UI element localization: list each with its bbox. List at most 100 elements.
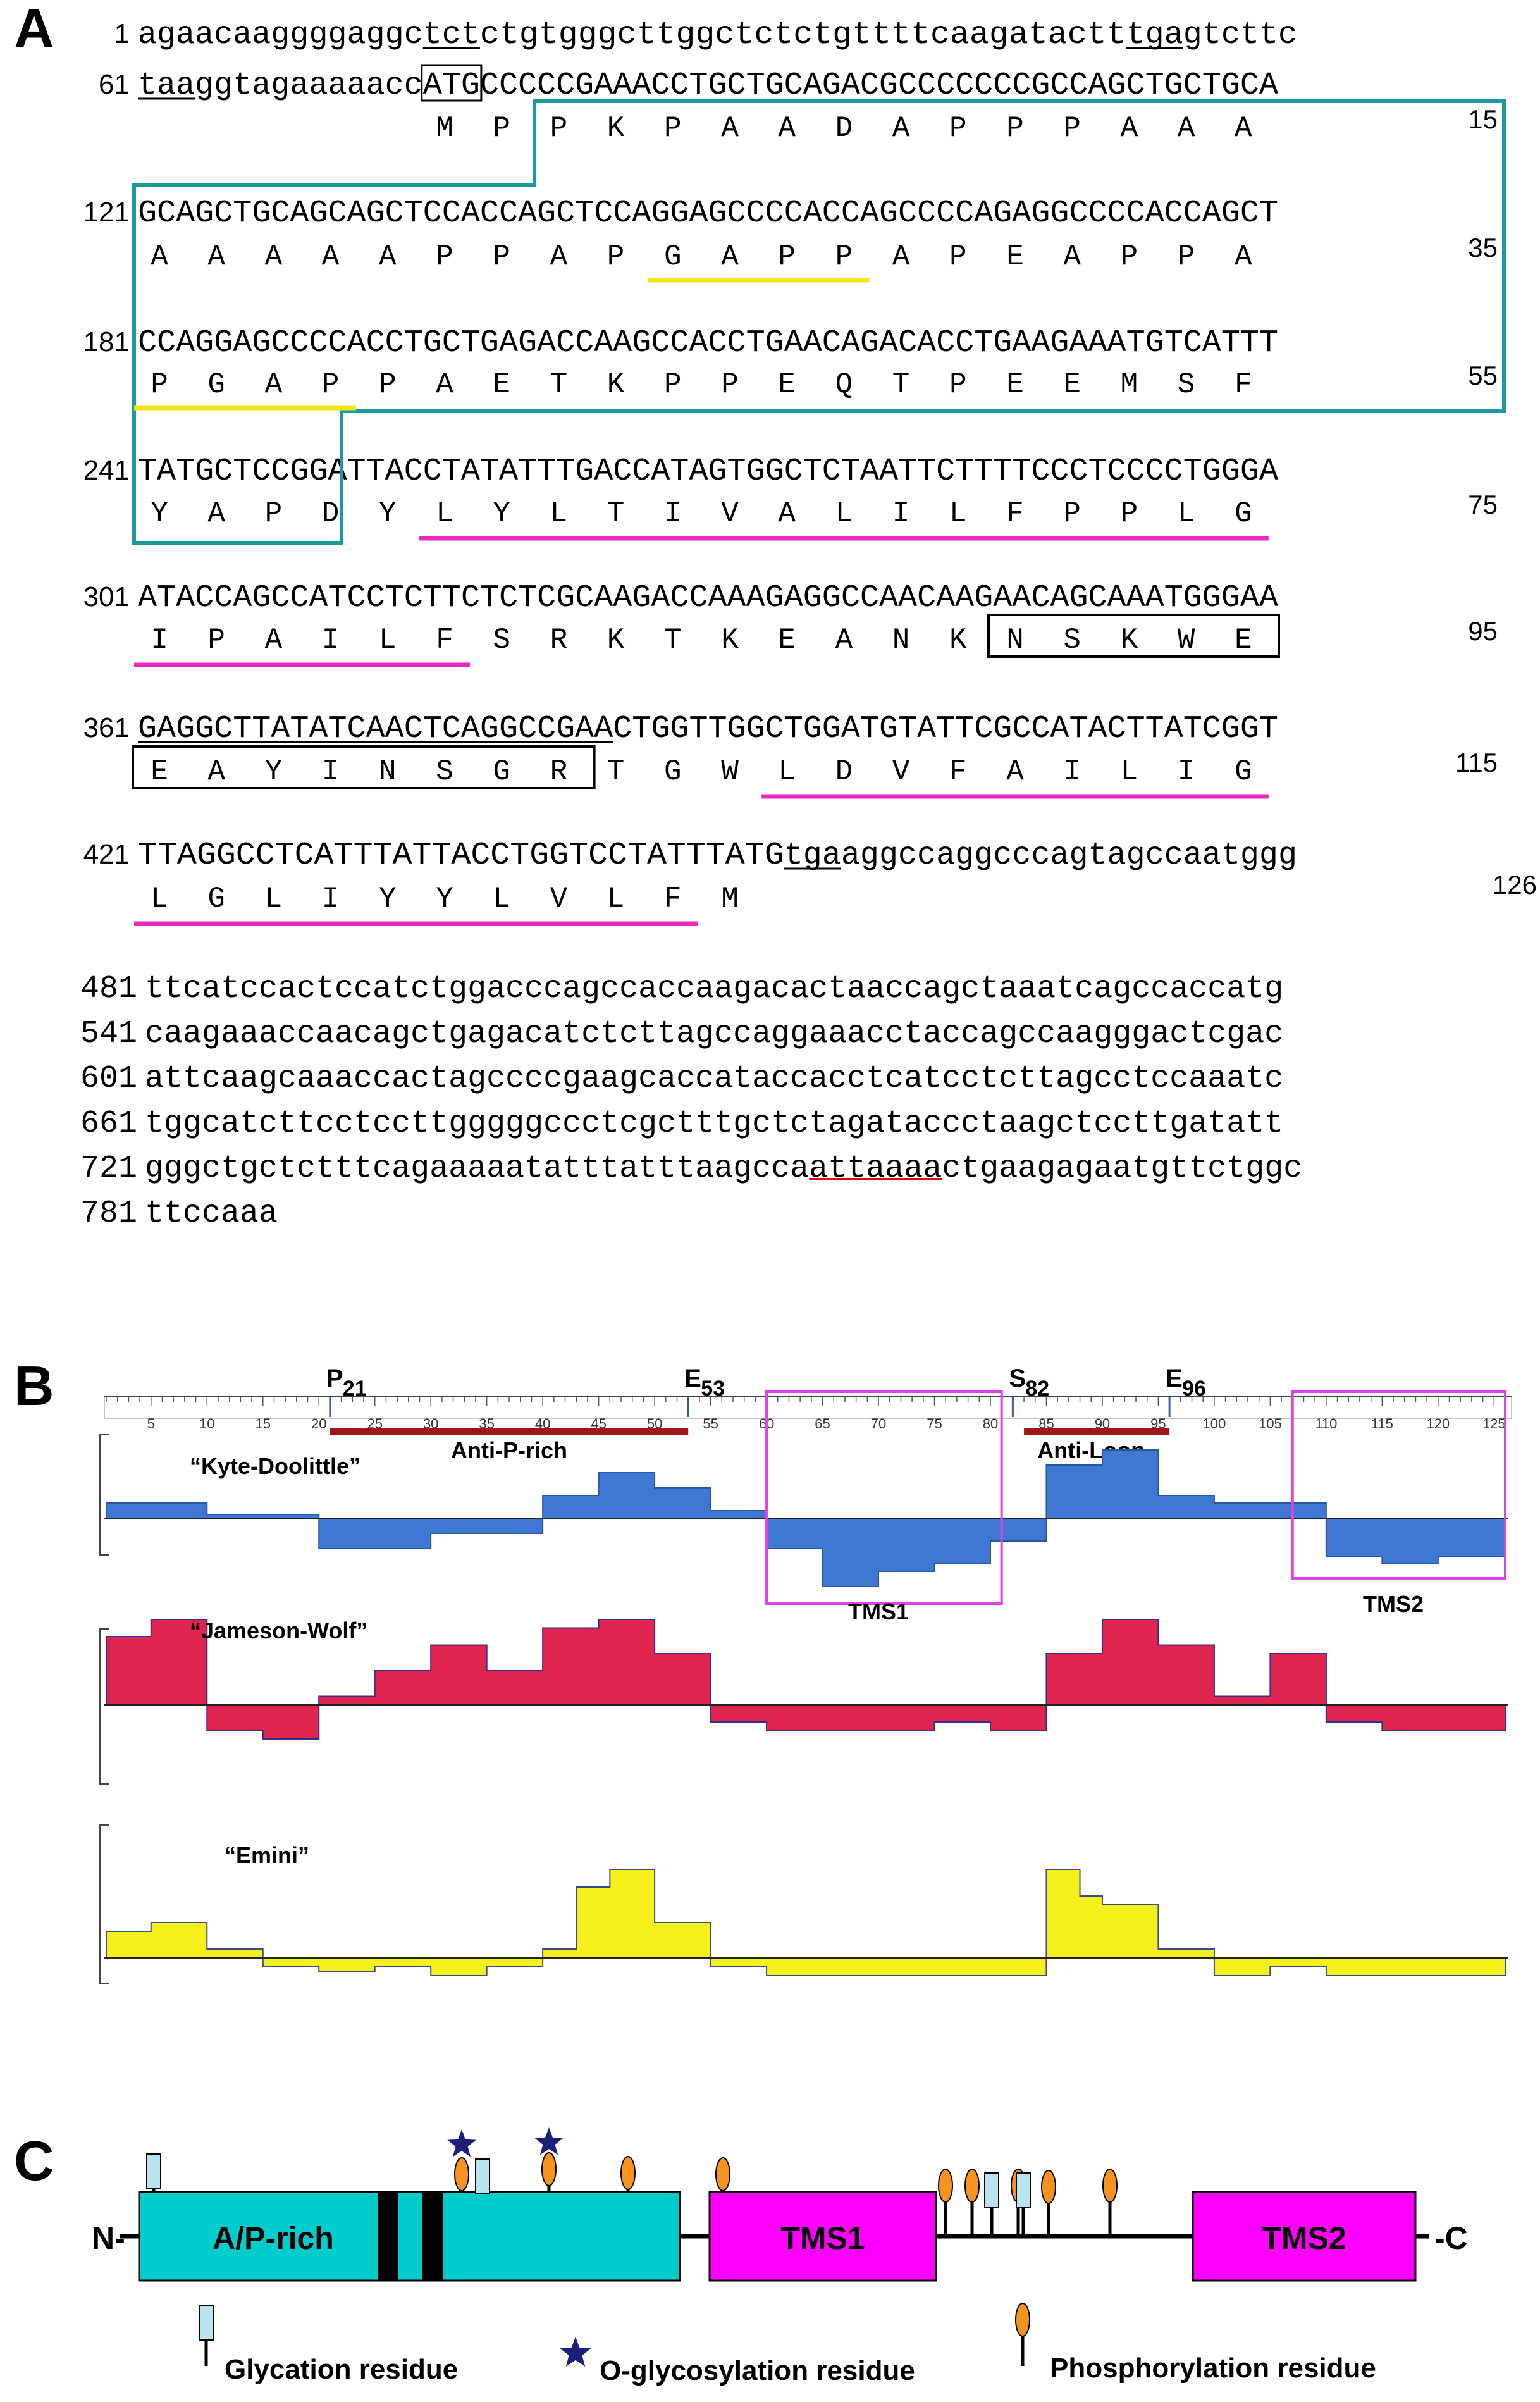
aa-count: 35 [1468, 233, 1498, 263]
tms1-domain-label: TMS1 [780, 2220, 865, 2256]
ruler-tick-label: 110 [1315, 1416, 1337, 1432]
amino-acid: Y [436, 882, 453, 915]
panel-a-label: A [14, 0, 54, 59]
tail-row: 781 ttccaaa [80, 1196, 278, 1232]
amino-acid: L [379, 624, 397, 657]
legend-glycation-label: Glycation residue [225, 2354, 458, 2385]
nt-sequence: TATGCTCCGGATTACCTATATTTGACCATAGTGGCTCTAA… [138, 454, 1278, 490]
amino-acid: K [1121, 624, 1138, 657]
amino-acid: A [1235, 112, 1252, 145]
polyadenylation-signal: attaaaa [809, 1151, 942, 1187]
residue-marker-label: E [1166, 1365, 1183, 1392]
amino-acid: A [265, 240, 283, 273]
nt-sequence: GCAGCTGCAGCAGCTCCACCAGCTCCAGGAGCCCCACCAG… [138, 195, 1278, 232]
amino-acid: L [1178, 497, 1195, 530]
amino-acid: T [607, 755, 625, 788]
amino-acid: I [322, 624, 340, 657]
nt-row-number: 181 [83, 326, 130, 357]
aa-count: 15 [1468, 104, 1498, 134]
amino-acid: A [721, 240, 739, 273]
amino-acid: M [436, 112, 453, 145]
nt-row-number: 1 [114, 18, 130, 49]
o-glycosylation-star [447, 2129, 476, 2157]
profile-area [106, 1619, 1506, 1740]
residue-marker-number: 21 [343, 1377, 367, 1401]
amino-acid: A [550, 240, 568, 273]
nt-sequence: gtcttc [1183, 17, 1297, 53]
glycation-site [146, 2153, 161, 2189]
amino-acid: M [721, 882, 739, 915]
amino-acid: G [1235, 755, 1252, 788]
amino-acid: A [436, 368, 453, 401]
amino-acid: A [207, 240, 225, 273]
phosphorylation-site [1102, 2169, 1118, 2203]
ap-rich-outline [132, 99, 1506, 545]
amino-acid: P [207, 624, 225, 657]
amino-acid: P [436, 240, 453, 273]
nt-row-number: 361 [83, 712, 130, 743]
amino-acid: P [1121, 240, 1138, 273]
phosphorylation-site [715, 2157, 730, 2191]
amino-acid: P [379, 368, 397, 401]
tms1-domain [708, 2191, 937, 2282]
amino-acid: A [892, 240, 910, 273]
amino-acid: L [151, 882, 168, 915]
amino-acid: Y [379, 497, 397, 530]
amino-acid: P [949, 240, 967, 273]
amino-acid: P [265, 497, 283, 530]
amino-acid: A [1063, 240, 1081, 273]
anti-p-rich-label: Anti-P-rich [451, 1437, 567, 1463]
amino-acid: S [493, 624, 510, 657]
amino-acid: T [550, 368, 568, 401]
amino-acid: D [322, 497, 340, 530]
amino-acid: F [949, 755, 967, 788]
tms1-label: TMS1 [848, 1599, 909, 1625]
amino-acid: E [1006, 368, 1024, 401]
ruler-tick-label: 5 [147, 1416, 155, 1432]
ap-rich-domain [138, 2191, 681, 2282]
profile-label: “Emini” [225, 1842, 309, 1868]
amino-acid: K [607, 112, 625, 145]
amino-acid: A [1178, 112, 1195, 145]
amino-acid: N [1006, 624, 1024, 657]
o-glycosylation-star [560, 2337, 591, 2367]
amino-acid: M [1121, 368, 1138, 401]
amino-acid: D [835, 112, 853, 145]
amino-acid: Q [835, 368, 853, 401]
nt-sequence: TTAGGCCTCATTTATTACCTGGTCCTATTTATG [138, 838, 784, 874]
amino-acid: P [664, 112, 682, 145]
amino-acid: P [778, 240, 796, 273]
residue-marker-number: 96 [1182, 1377, 1206, 1401]
residue-marker-label: E [684, 1365, 701, 1392]
amino-acid: L [265, 882, 283, 915]
amino-acid: L [778, 755, 796, 788]
ap-rich-label: A/P-rich [213, 2220, 334, 2256]
amino-acid: Y [493, 497, 510, 530]
residue-marker-label: S [1009, 1365, 1026, 1392]
amino-acid: G [664, 240, 682, 273]
pgap-motif-block [422, 2192, 443, 2281]
amino-acid: A [265, 624, 283, 657]
amino-acid: N [892, 624, 910, 657]
amino-acid: K [607, 624, 625, 657]
ruler-tick-label: 70 [871, 1416, 886, 1432]
amino-acid: A [778, 497, 796, 530]
residue-marker-number: 82 [1025, 1377, 1049, 1401]
amino-acid: L [436, 497, 453, 530]
amino-acid: L [607, 882, 625, 915]
ruler-tick-label: 15 [256, 1416, 271, 1432]
amino-acid: K [949, 624, 967, 657]
amino-acid: P [721, 368, 739, 401]
amino-acid: P [151, 368, 168, 401]
amino-acid: E [1235, 624, 1252, 657]
aa-count: 75 [1468, 490, 1498, 519]
amino-acid: D [835, 755, 853, 788]
amino-acid: P [1006, 112, 1024, 145]
profile-axis-bracket [99, 1434, 109, 1556]
amino-acid: E [778, 624, 796, 657]
domain-schematic: N- -C A/P-rich TMS1 TMS2 Glycation residue O-g… [92, 2127, 1468, 2386]
amino-acid: A [835, 624, 853, 657]
legend-phosphorylation-label: Phosphorylation residue [1050, 2353, 1376, 2384]
amino-acid: Y [379, 882, 397, 915]
amino-acid: G [493, 755, 510, 788]
